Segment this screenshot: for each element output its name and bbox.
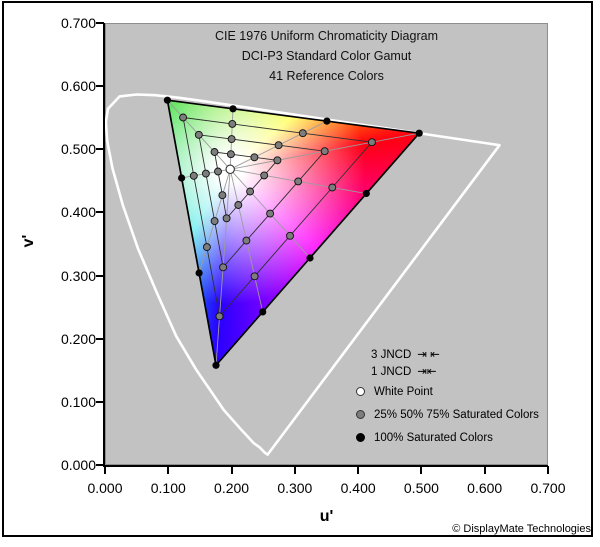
ref-color-dot-purple-25 — [234, 201, 243, 209]
ref-color-dot-green-100 — [163, 96, 171, 104]
x-tick-label: 0.500 — [403, 480, 439, 496]
ref-color-dot-blue-cyan-25 — [218, 191, 227, 200]
y-tick-label: 0.100 — [60, 393, 96, 410]
ref-color-dot-cyan-75 — [189, 171, 198, 180]
ref-color-dot-yellow-green-100 — [229, 105, 237, 113]
jncd-1-arrows-icon: ⇥⇤ — [417, 366, 437, 378]
ref-color-dot-magenta-75 — [286, 231, 294, 240]
ref-color-dot-purple-75 — [250, 272, 259, 281]
legend-partial-saturated-label: 25% 50% 75% Saturated Colors — [374, 409, 539, 421]
ref-color-dot-blue-75 — [215, 312, 224, 321]
x-tick-label: 0.200 — [214, 480, 250, 496]
ref-color-dot-red-75 — [367, 138, 376, 147]
y-tick-mark — [96, 211, 104, 214]
data-points-layer — [163, 96, 423, 369]
legend-jncd-1-label: 1 JNCD — [371, 366, 412, 378]
legend-jncd-3-label: 3 JNCD — [371, 349, 412, 361]
black-dot-swatch-icon — [356, 433, 365, 442]
y-tick-label: 0.300 — [60, 267, 96, 284]
ref-color-dot-blue-100 — [212, 361, 220, 369]
spectral-locus-layer — [104, 93, 501, 456]
x-tick-mark — [357, 466, 360, 474]
x-axis-line — [103, 465, 548, 467]
x-tick-label: 0.300 — [277, 480, 313, 496]
ref-color-dot-blue-cyan-50 — [210, 217, 219, 226]
ref-color-dot-cyan-25 — [214, 167, 222, 176]
y-tick-mark — [96, 400, 104, 403]
ref-color-dot-blue-cyan-75 — [202, 243, 211, 252]
y-tick-label: 0.500 — [60, 141, 96, 158]
ref-color-dot-green-25 — [210, 148, 219, 156]
y-tick-label: 0.200 — [60, 330, 96, 347]
ref-color-dot-blue-25 — [222, 214, 231, 223]
ref-color-dot-green-75 — [179, 113, 188, 122]
x-tick-mark — [293, 466, 296, 474]
x-tick-label: 0.700 — [530, 480, 566, 496]
y-tick-mark — [96, 337, 104, 340]
legend-full-saturated-label: 100% Saturated Colors — [374, 432, 493, 444]
x-tick-mark — [104, 466, 106, 474]
copyright-notice: © DisplayMate Technologies — [452, 523, 591, 535]
x-tick-mark — [167, 466, 170, 474]
ref-color-dot-red-100 — [415, 129, 423, 137]
y-tick-mark — [96, 22, 104, 24]
ref-color-dot-red-50 — [320, 147, 329, 156]
ref-color-dot-blue-50 — [219, 263, 228, 272]
ref-color-dot-purple-100 — [259, 308, 267, 316]
ref-color-dot-red-magenta-100 — [362, 189, 370, 198]
ref-color-dot-red-magenta-75 — [328, 183, 337, 192]
white-point-swatch-icon — [356, 387, 365, 396]
legend-jncd-3: 3 JNCD ⇥ ⇤ — [350, 348, 440, 362]
x-axis-label: u' — [319, 508, 334, 525]
ref-color-dot-cyan-50 — [201, 169, 210, 178]
x-tick-label: 0.000 — [87, 480, 123, 496]
ref-color-dot-green-50 — [194, 130, 203, 139]
y-tick-mark — [96, 148, 104, 151]
ref-color-dot-orange-25 — [250, 153, 259, 162]
ref-color-dot-magenta-100 — [306, 254, 314, 262]
y-tick-mark — [96, 464, 104, 466]
y-tick-label: 0.000 — [60, 457, 96, 473]
legend-white-point-label: White Point — [374, 386, 433, 398]
ref-color-dot-red-25 — [273, 156, 282, 165]
ref-color-dot-yellow-green-75 — [228, 119, 237, 128]
x-tick-mark — [420, 466, 423, 474]
ref-color-dot-purple-50 — [242, 236, 251, 245]
ref-color-dot-cyan-100 — [178, 174, 186, 182]
x-tick-mark — [483, 466, 486, 474]
chart-title-line1: CIE 1976 Uniform Chromaticity Diagram — [215, 29, 438, 43]
gray-dot-swatch-icon — [356, 410, 365, 419]
x-tick-label: 0.100 — [150, 480, 186, 496]
ref-color-dot-orange-100 — [323, 117, 331, 125]
ref-color-dot-yellow-green-25 — [226, 150, 235, 159]
y-tick-mark — [96, 274, 104, 277]
x-tick-label: 0.400 — [340, 480, 376, 496]
ref-color-dot-orange-50 — [274, 141, 283, 150]
ref-color-dot-red-magenta-50 — [294, 177, 303, 186]
ref-color-dot-orange-75 — [298, 129, 307, 138]
y-tick-mark — [96, 85, 104, 88]
ref-color-dot-yellow-green-50 — [227, 135, 236, 144]
y-axis-label: v' — [20, 234, 37, 248]
ref-color-dot-red-magenta-25 — [260, 171, 269, 180]
jncd-3-arrows-icon: ⇥ ⇤ — [417, 349, 440, 361]
legend-jncd-1: 1 JNCD ⇥⇤ — [350, 365, 437, 379]
legend: 3 JNCD ⇥ ⇤ 1 JNCD ⇥⇤ White Point 25% 50% 7… — [350, 344, 555, 448]
chart-title: CIE 1976 Uniform Chromaticity Diagram DC… — [105, 26, 548, 86]
y-axis-line — [103, 23, 105, 467]
chart-title-line3: 41 Reference Colors — [269, 69, 384, 83]
x-tick-label: 0.600 — [467, 480, 503, 496]
gamut-boundary — [166, 99, 421, 367]
x-tick-mark — [547, 466, 549, 474]
x-tick-mark — [230, 466, 233, 474]
ref-color-dot-magenta-25 — [246, 187, 255, 196]
y-tick-label: 0.700 — [60, 15, 96, 31]
white-point-dot — [225, 164, 235, 175]
spectral-locus-curve — [104, 93, 501, 456]
y-tick-label: 0.400 — [60, 204, 96, 221]
ref-color-dot-blue-cyan-100 — [195, 269, 203, 277]
chart-title-line2: DCI-P3 Standard Color Gamut — [241, 49, 412, 63]
y-tick-label: 0.600 — [60, 78, 96, 95]
ref-color-dot-magenta-50 — [266, 209, 275, 218]
